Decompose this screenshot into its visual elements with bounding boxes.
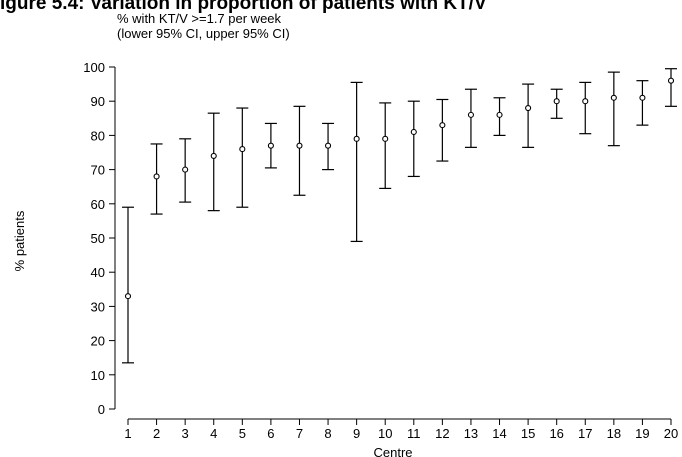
x-axis-label: Centre	[373, 445, 412, 457]
y-tick-label: 60	[91, 197, 105, 212]
data-point	[439, 122, 446, 129]
y-tick-label: 50	[91, 231, 105, 246]
data-point	[582, 98, 589, 105]
figure-header: igure 5.4: Variation in proportion of pa…	[0, 0, 487, 14]
x-tick-label: 16	[549, 426, 563, 441]
x-tick-label: 14	[492, 426, 506, 441]
y-axis-label: % patients	[12, 210, 27, 271]
y-tick-label: 30	[91, 299, 105, 314]
x-tick-label: 2	[153, 426, 160, 441]
data-point	[182, 166, 189, 173]
y-tick-label: 80	[91, 128, 105, 143]
x-tick-label: 12	[435, 426, 449, 441]
data-point	[124, 293, 132, 300]
y-tick-label: 40	[91, 265, 105, 280]
data-point	[153, 173, 160, 180]
x-tick-label: 20	[664, 426, 678, 441]
x-tick-label: 17	[578, 426, 592, 441]
data-point	[553, 98, 560, 105]
data-point	[610, 94, 617, 101]
data-point	[382, 135, 389, 142]
x-tick-label: 15	[521, 426, 535, 441]
data-point	[325, 142, 332, 149]
x-tick-label: 10	[378, 426, 392, 441]
x-tick-label: 5	[239, 426, 246, 441]
x-tick-label: 19	[635, 426, 649, 441]
data-point	[296, 142, 303, 149]
data-point	[667, 77, 675, 84]
y-tick-label: 10	[91, 368, 105, 383]
chart-subtitle-line2: (lower 95% CI, upper 95% CI)	[117, 26, 290, 41]
data-point	[267, 142, 274, 149]
chart-subtitle-line1: % with KT/V >=1.7 per week	[117, 11, 282, 26]
y-tick-label: 100	[83, 60, 105, 75]
x-tick-label: 3	[182, 426, 189, 441]
y-tick-label: 20	[91, 334, 105, 349]
x-tick-label: 8	[324, 426, 331, 441]
data-point	[496, 111, 503, 118]
data-point	[639, 94, 646, 101]
data-point	[525, 104, 532, 112]
data-point	[467, 111, 474, 118]
data-point	[410, 128, 417, 136]
x-tick-label: 9	[353, 426, 360, 441]
data-point	[239, 146, 246, 153]
x-tick-label: 13	[464, 426, 478, 441]
x-tick-label: 11	[407, 426, 421, 441]
x-tick-label: 18	[607, 426, 621, 441]
x-tick-label: 4	[210, 426, 217, 441]
x-tick-label: 1	[124, 426, 131, 441]
y-tick-label: 70	[91, 163, 105, 178]
y-tick-label: 0	[98, 402, 105, 417]
x-tick-label: 6	[267, 426, 274, 441]
data-point	[353, 135, 360, 142]
data-point	[210, 152, 217, 159]
x-tick-label: 7	[296, 426, 303, 441]
y-tick-label: 90	[91, 94, 105, 109]
